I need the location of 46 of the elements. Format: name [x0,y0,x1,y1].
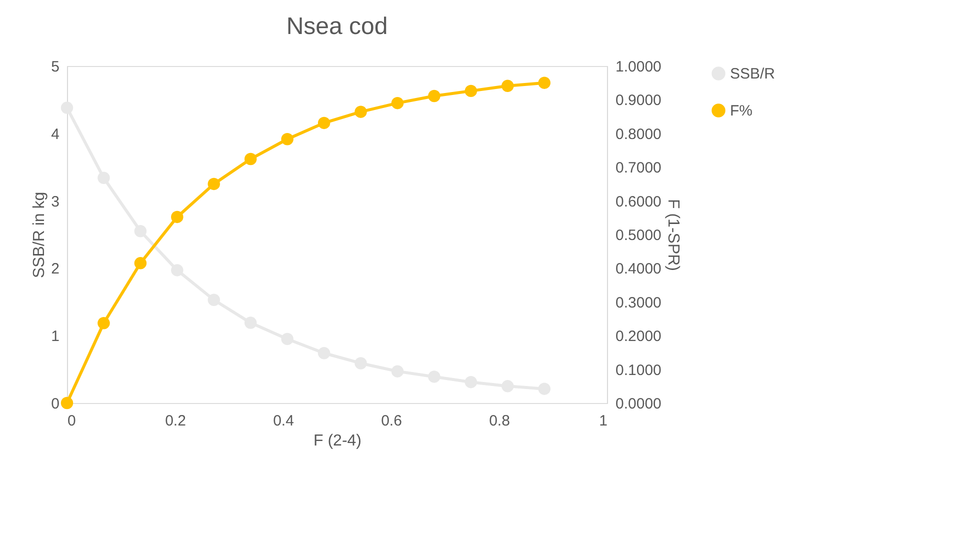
y2-tick-label: 0.8000 [616,126,662,143]
x-tick-label: 0.4 [273,412,294,430]
point [171,210,184,224]
y-tick-label: 2 [51,260,60,278]
legend-label: SSB/R [730,66,776,82]
y2-tick-label: 0.3000 [616,294,662,312]
x-tick-label: 0.6 [381,412,402,430]
y-tick-label: 1 [51,328,60,346]
point [244,152,257,166]
x-axis-title: F (2-4) [314,432,362,450]
y2-tick-label: 0.5000 [616,227,662,244]
chart-title: Nsea cod [286,13,388,40]
y-tick-label: 0 [51,396,60,412]
point [391,96,404,110]
y2-tick-label: 0.9000 [616,92,662,110]
point [60,102,74,114]
y-tick-label: 3 [51,193,60,210]
x-tick-label: 0 [68,412,76,430]
point [464,84,478,98]
point [208,178,220,190]
x-tick-label: 0.8 [489,412,510,430]
y-tick-label: 4 [51,126,60,143]
y2-axis-title: F (1-SPR) [664,199,682,271]
y2-tick-label: 0.2000 [616,328,662,346]
x-tick-label: 0.2 [165,412,186,430]
legend-label: F% [730,102,752,120]
y-tick-label: 5 [51,58,60,76]
point [98,317,110,330]
point [502,80,514,92]
y2-tick-label: 1.0000 [616,58,662,76]
point [134,257,147,270]
y2-tick-label: 0.7000 [616,160,662,177]
x-tick-label: 1 [599,412,608,430]
y2-tick-label: 0.0000 [616,396,662,412]
point [318,116,330,130]
y2-tick-label: 0.6000 [616,193,662,210]
point [318,347,330,360]
point [354,106,367,118]
point [428,90,440,102]
point [281,133,294,146]
y2-tick-label: 0.1000 [616,362,662,379]
point [538,76,550,89]
y-axis-title: SSB/R in kg [31,192,48,278]
y2-tick-label: 0.4000 [616,260,662,278]
point [244,316,257,329]
point [60,396,74,410]
